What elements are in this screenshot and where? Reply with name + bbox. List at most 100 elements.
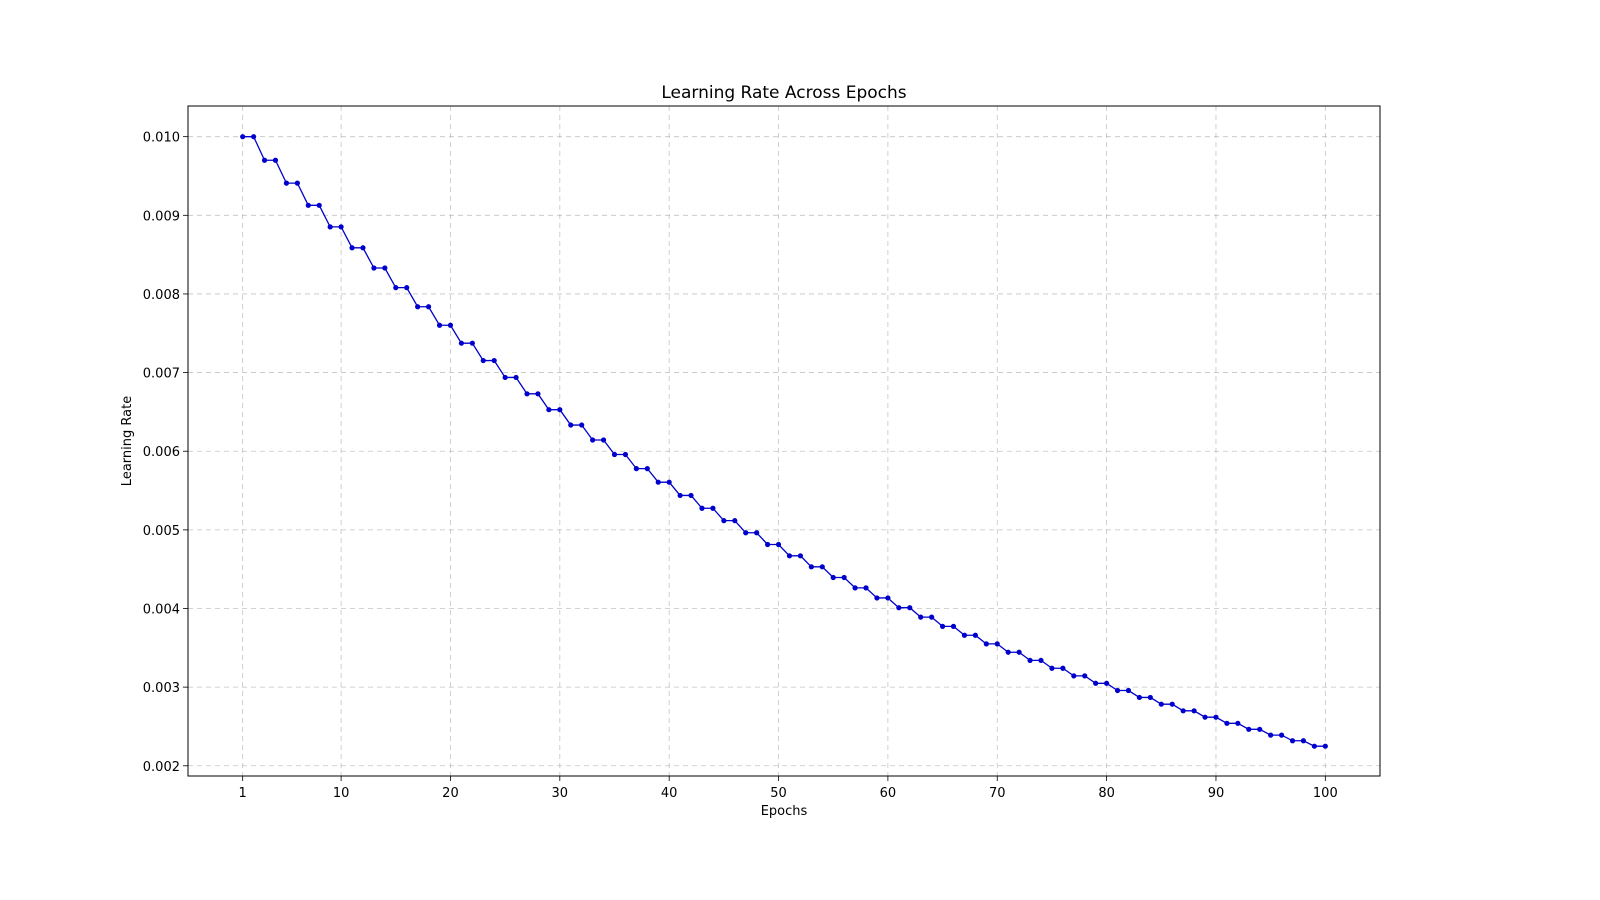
data-point [830,574,836,581]
data-point [251,134,257,140]
x-tick-label: 40 [661,786,678,801]
data-point [1060,665,1066,671]
data-point [743,530,749,536]
data-point [579,422,585,428]
data-point [754,530,760,536]
x-tick-label: 90 [1208,786,1225,801]
data-point [1278,732,1285,738]
data-point [1202,714,1208,720]
data-point [808,564,814,570]
data-point [1016,649,1022,655]
data-point [305,202,311,208]
data-point [272,157,279,163]
data-point [338,224,344,230]
data-point [721,518,727,524]
data-point [491,357,497,364]
data-point [841,574,847,581]
data-point [1038,657,1044,664]
x-tick-label: 30 [552,786,569,801]
data-point [677,492,683,499]
data-point [1235,720,1241,726]
data-point [1147,694,1153,701]
data-point [950,623,957,629]
y-axis-ticks: 0.002 0.003 0.004 0.005 0.006 0.007 0.008 0.009… [143,131,188,775]
y-axis-title: Learning Rate [120,396,135,486]
data-point [316,202,322,208]
data-point [469,340,475,346]
data-point [874,595,880,601]
data-point [1191,708,1197,714]
y-tick-label: 0.003 [143,681,180,696]
series-learning-rate [240,134,1328,749]
data-point [819,564,825,570]
y-tick-label: 0.009 [143,209,180,224]
data-point [447,322,454,328]
data-point [644,466,650,472]
data-point [1246,726,1252,732]
data-point [371,265,377,271]
chart-title: Learning Rate Across Epochs [661,83,906,103]
data-point [939,623,946,629]
y-tick-label: 0.007 [143,367,180,382]
data-point [786,553,793,559]
data-point [283,180,290,186]
data-point [480,357,486,364]
data-point [1005,649,1011,655]
grid-lines [188,106,1380,776]
y-tick-label: 0.002 [143,760,180,775]
data-point [1289,738,1296,744]
x-tick-label: 20 [442,786,459,801]
data-point [1322,743,1328,749]
data-point [524,391,530,397]
data-point [732,518,738,524]
data-point [1169,701,1175,707]
data-point [1180,708,1186,714]
x-tick-label: 1 [239,786,247,801]
data-point [611,451,618,458]
data-point [436,322,443,328]
data-point [382,265,388,271]
data-point [1224,720,1230,726]
data-point [896,605,902,611]
data-point [415,304,421,310]
data-point [1300,738,1307,744]
data-point [502,374,508,381]
data-point [972,632,978,638]
data-point [863,585,869,591]
data-point [425,304,432,310]
data-point [699,505,705,511]
x-axis-ticks: 1 10 20 30 40 50 60 70 80 90 100 [239,776,1338,801]
data-point [404,285,410,291]
data-point [1082,673,1088,679]
plot-area-frame [187,105,1381,777]
data-point [1213,714,1219,720]
y-tick-label: 0.010 [143,131,180,146]
data-point [1158,701,1164,707]
data-point [907,605,913,611]
data-point [1311,743,1317,749]
x-tick-label: 80 [1098,786,1115,801]
y-tick-label: 0.008 [143,288,180,303]
data-point [600,437,607,443]
x-tick-label: 100 [1313,786,1338,801]
data-point [513,374,519,381]
data-point [1027,657,1033,664]
data-point [622,451,629,458]
data-point [568,422,574,428]
data-point [1268,732,1274,738]
x-tick-label: 60 [880,786,897,801]
data-point [327,224,333,230]
data-point [360,245,366,251]
data-point [1049,665,1055,671]
data-point [1104,680,1110,686]
data-point [983,641,989,647]
data-point [1136,694,1143,701]
y-tick-label: 0.006 [143,445,180,460]
data-point [797,553,804,559]
data-point [458,340,464,346]
data-point [590,437,596,443]
data-point [294,180,300,186]
y-tick-label: 0.005 [143,524,180,539]
data-point [764,541,771,548]
